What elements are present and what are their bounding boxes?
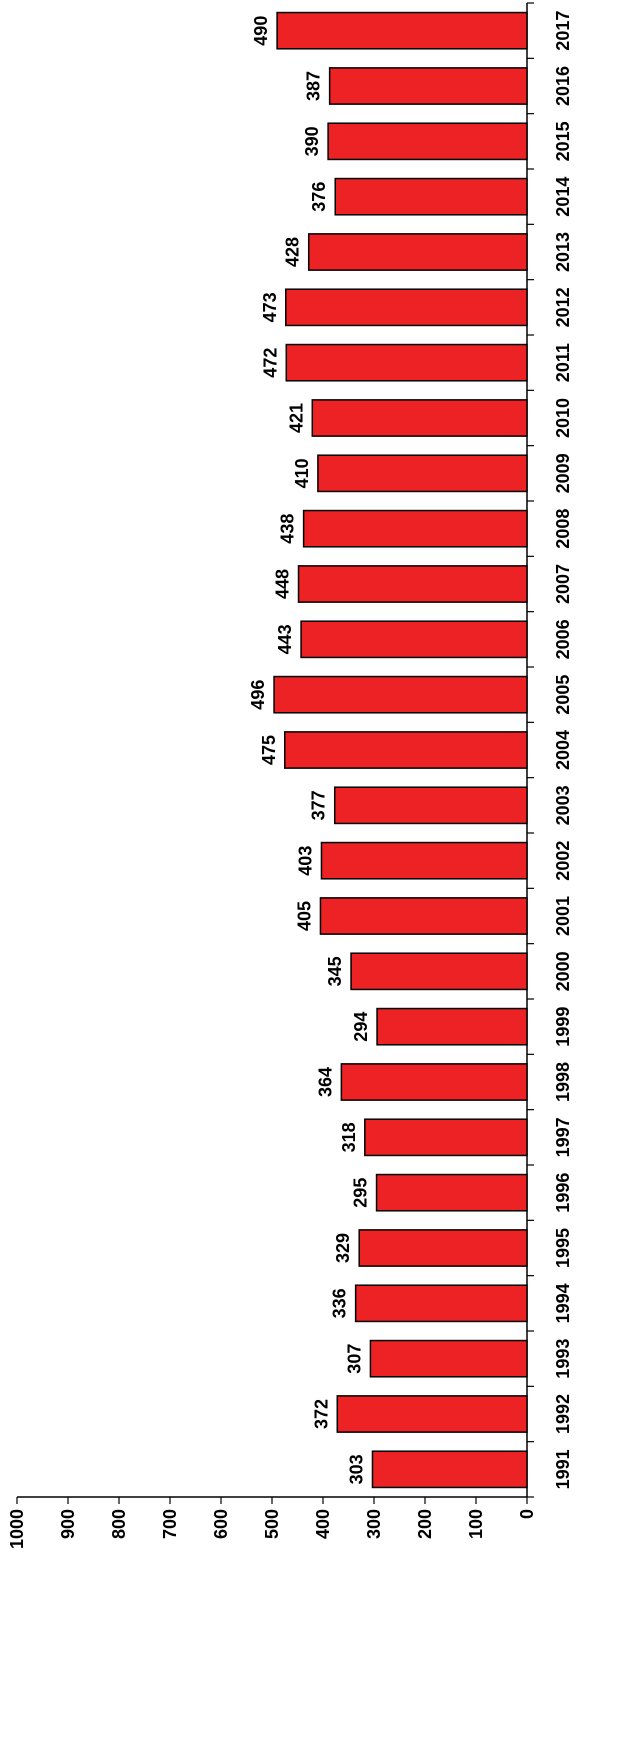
data-label: 318 (339, 1122, 359, 1152)
category-label: 1999 (553, 1007, 573, 1047)
data-labels: 303 372 307 336 329 295 318 364 294 345 405 403 377 4… (248, 16, 371, 1485)
value-tick-label: 800 (109, 1509, 129, 1539)
data-label: 438 (278, 514, 298, 544)
data-label: 329 (333, 1233, 353, 1263)
bar-1999 (376, 1007, 528, 1046)
bar-2010 (311, 399, 528, 437)
value-tick-label: 500 (262, 1509, 282, 1539)
data-label: 403 (295, 846, 315, 876)
bar-2013 (307, 233, 528, 271)
category-label: 2004 (553, 730, 573, 770)
data-label: 303 (346, 1454, 366, 1484)
value-tick-label: 900 (58, 1509, 78, 1539)
bars (273, 11, 528, 1489)
data-label: 496 (248, 680, 268, 710)
data-label: 472 (260, 348, 280, 378)
category-axis: 1991 1992 1993 1994 1995 1996 1997 1998 1999 2000… (526, 2, 573, 1498)
value-tick-label: 200 (415, 1509, 435, 1539)
bar-1993 (369, 1339, 528, 1378)
data-label: 421 (286, 403, 306, 433)
category-label: 2013 (553, 232, 573, 272)
bar-2005 (273, 675, 528, 714)
category-label: 2011 (553, 343, 573, 382)
data-label: 336 (330, 1288, 350, 1318)
data-label: 364 (315, 1067, 335, 1097)
data-label: 410 (292, 458, 312, 488)
category-label: 1997 (553, 1117, 573, 1157)
category-label: 2003 (553, 785, 573, 825)
value-tick-label: 0 (517, 1509, 537, 1519)
bar-2008 (302, 509, 528, 548)
data-label: 345 (325, 956, 345, 986)
bar-2014 (334, 177, 528, 216)
bar-2001 (319, 897, 528, 935)
category-label: 1994 (553, 1283, 573, 1323)
data-label: 475 (259, 735, 279, 765)
bar-1998 (340, 1063, 528, 1101)
data-label: 448 (273, 569, 293, 599)
value-tick-label: 300 (364, 1509, 384, 1539)
bar-2007 (297, 565, 528, 603)
category-label: 1992 (553, 1394, 573, 1434)
category-label: 2005 (553, 675, 573, 715)
category-label: 2008 (553, 509, 573, 549)
category-label: 2000 (553, 951, 573, 991)
data-label: 372 (311, 1399, 331, 1429)
bar-2006 (300, 620, 528, 659)
data-label: 443 (275, 624, 295, 654)
category-label: 2001 (553, 896, 573, 936)
bar-2004 (284, 731, 528, 769)
value-tick-label: 400 (313, 1509, 333, 1539)
category-label: 2016 (553, 66, 573, 106)
bar-1992 (336, 1395, 528, 1433)
bar-1995 (358, 1229, 528, 1267)
value-tick-label: 600 (211, 1509, 231, 1539)
data-label: 294 (351, 1012, 371, 1042)
data-label: 490 (251, 16, 271, 46)
category-label: 1993 (553, 1339, 573, 1379)
bar-1994 (354, 1284, 528, 1323)
bar-2002 (320, 841, 528, 880)
category-label: 2010 (553, 398, 573, 438)
data-label: 387 (304, 71, 324, 101)
data-label: 428 (283, 237, 303, 267)
data-label: 473 (260, 292, 280, 322)
category-label: 2014 (553, 177, 573, 217)
category-label: 2009 (553, 453, 573, 493)
bar-2000 (350, 952, 528, 991)
bar-2012 (285, 288, 528, 327)
category-label: 2006 (553, 619, 573, 659)
value-tick-label: 700 (160, 1509, 180, 1539)
data-label: 377 (309, 790, 329, 820)
bar-1996 (375, 1173, 528, 1212)
data-label: 295 (351, 1178, 371, 1208)
bar-2003 (333, 786, 528, 825)
value-tick-label: 100 (466, 1509, 486, 1539)
data-label: 376 (309, 182, 329, 212)
value-tick-label: 1000 (7, 1509, 27, 1549)
bar-1997 (364, 1118, 528, 1157)
bar-2009 (317, 454, 528, 493)
category-label: 1991 (553, 1449, 573, 1489)
bar-1991 (371, 1450, 528, 1489)
data-label: 405 (294, 901, 314, 931)
category-label: 2007 (553, 564, 573, 604)
category-label: 2015 (553, 121, 573, 161)
bar-2017 (276, 11, 528, 50)
category-label: 2002 (553, 841, 573, 881)
bar-2016 (328, 67, 528, 105)
data-label: 390 (302, 126, 322, 156)
category-label: 2017 (553, 11, 573, 51)
category-label: 2012 (553, 287, 573, 327)
category-label: 1996 (553, 1173, 573, 1213)
category-label: 1995 (553, 1228, 573, 1268)
data-label: 307 (344, 1344, 364, 1374)
bar-2015 (327, 122, 528, 161)
bar-2011 (285, 343, 528, 382)
value-axis: 0 100 200 300 400 500 600 700 800 900 1000 (7, 1496, 537, 1549)
category-label: 1998 (553, 1062, 573, 1102)
